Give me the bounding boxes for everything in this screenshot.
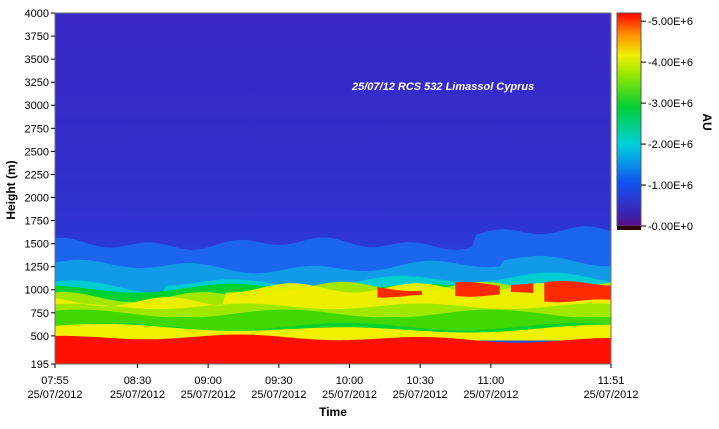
y-tick-label: 2750 — [25, 123, 49, 135]
chart-annotation: 25/07/12 RCS 532 Limassol Cyprus — [351, 81, 534, 93]
y-tick-label: 3500 — [25, 54, 49, 66]
x-tick-date: 25/07/2012 — [393, 389, 448, 401]
x-tick-date: 25/07/2012 — [251, 389, 306, 401]
y-axis-title: Height (m) — [4, 160, 18, 219]
x-tick-date: 25/07/2012 — [27, 389, 82, 401]
aerosol-band — [55, 283, 611, 310]
y-tick-label: 195 — [31, 359, 49, 371]
x-tick-time: 10:30 — [406, 375, 434, 387]
y-tick-label: 1250 — [25, 262, 49, 274]
x-tick-date: 25/07/2012 — [463, 389, 518, 401]
x-tick-time: 11:00 — [477, 375, 504, 387]
y-tick-label: 2000 — [25, 192, 49, 204]
y-tick-label: 1500 — [25, 239, 49, 251]
y-tick-label: 1000 — [25, 285, 49, 297]
cloud-patch — [377, 287, 422, 298]
colorbar-min-swatch — [617, 226, 641, 230]
colorbar-tick-label: -2.00E+6 — [648, 139, 693, 151]
colorbar-tick-label: -0.00E+0 — [648, 221, 693, 233]
x-tick-time: 10:00 — [336, 375, 364, 387]
x-tick-time: 09:30 — [265, 375, 293, 387]
y-axis-ticks: 195 500 750 1000 1250 1500 1750 2000 2250 2500 275… — [25, 8, 55, 371]
aerosol-layers — [55, 226, 611, 364]
cloud-patch — [510, 283, 534, 294]
y-tick-label: 500 — [31, 331, 49, 343]
x-axis-title: Time — [319, 405, 347, 419]
plot-border — [54, 12, 612, 365]
aerosol-band — [55, 309, 611, 331]
x-tick-time: 09:00 — [194, 375, 222, 387]
colorbar-tick-label: -3.00E+6 — [648, 98, 693, 110]
colorbar — [616, 12, 642, 227]
x-tick-time: 07:55 — [41, 375, 69, 387]
y-tick-label: 3750 — [25, 31, 49, 43]
aerosol-band — [55, 323, 611, 341]
x-tick-date: 25/07/2012 — [322, 389, 377, 401]
cloud-patch — [455, 281, 500, 297]
colorbar-tick-label: -5.00E+6 — [648, 16, 693, 28]
y-tick-label: 2500 — [25, 146, 49, 158]
y-tick-label: 750 — [31, 308, 49, 320]
colorbar-label: AU — [700, 113, 714, 130]
aerosol-band — [55, 334, 611, 364]
colorbar-tick-label: -4.00E+6 — [648, 57, 693, 69]
x-tick-time: 11:51 — [598, 375, 625, 387]
y-tick-label: 2250 — [25, 169, 49, 181]
colorbar-ticks: -0.00E+0 -1.00E+6 -2.00E+6 -3.00E+6 -4.00E+6… — [641, 16, 693, 233]
x-axis-ticks: 07:55 25/07/2012 08:30 25/07/2012 09:00 25/07… — [27, 364, 639, 401]
x-tick-date: 25/07/2012 — [181, 389, 236, 401]
y-tick-label: 3250 — [25, 77, 49, 89]
colorbar-tick-label: -1.00E+6 — [648, 180, 693, 192]
y-tick-label: 1750 — [25, 216, 49, 228]
cloud-patch — [544, 281, 611, 303]
x-tick-date: 25/07/2012 — [583, 389, 638, 401]
x-tick-time: 08:30 — [124, 375, 152, 387]
y-tick-label: 3000 — [25, 100, 49, 112]
y-tick-label: 4000 — [25, 8, 49, 20]
x-tick-date: 25/07/2012 — [110, 389, 165, 401]
